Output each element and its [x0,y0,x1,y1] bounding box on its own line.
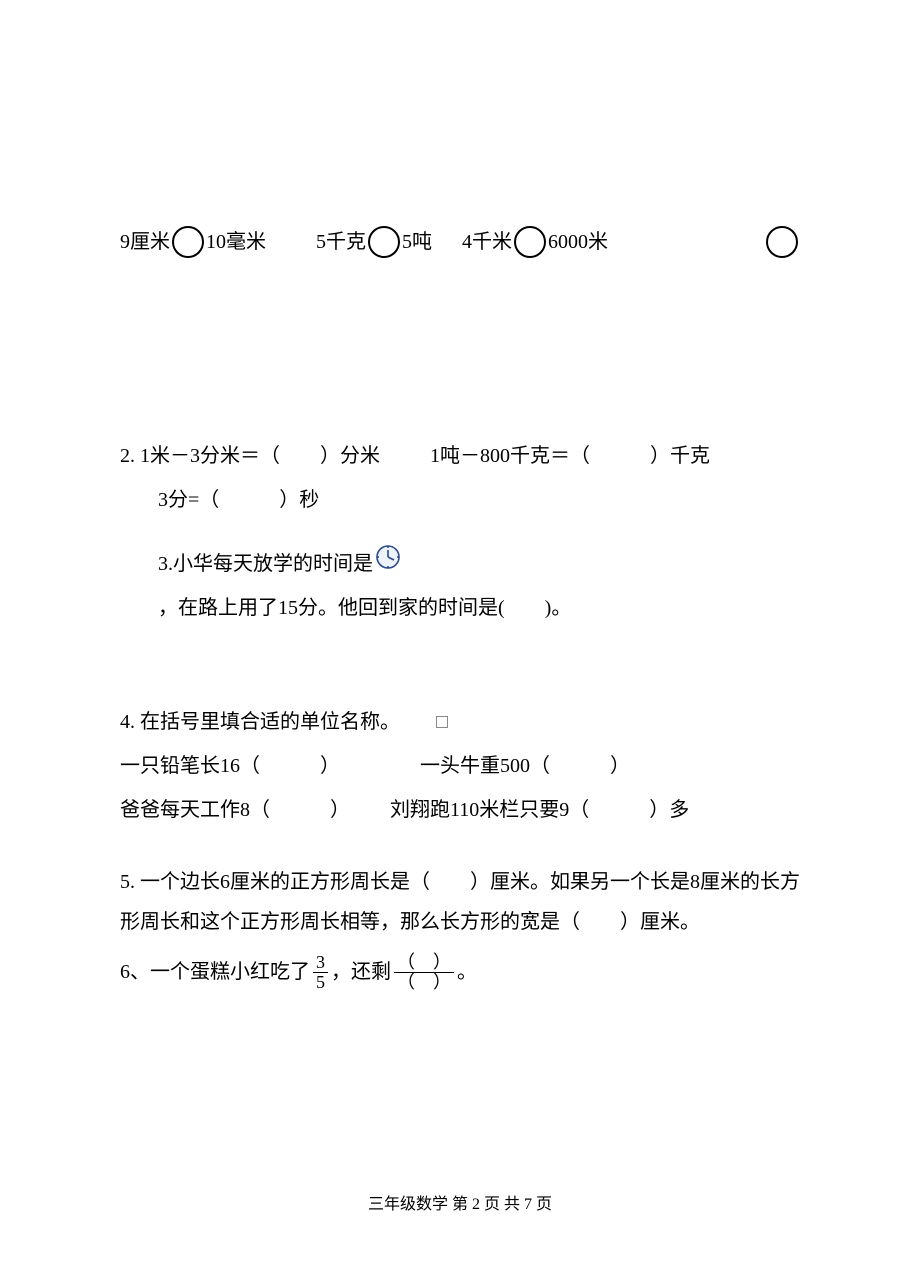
fraction-numerator: 3 [313,953,328,973]
fraction-blank: （ ） （ ） [394,953,454,992]
compare-circle-icon[interactable] [766,226,798,258]
fraction-numerator-blank[interactable]: （ ） [394,953,454,973]
q3-prefix: 3.小华每天放学的时间是 [158,542,373,586]
compare-circle-icon[interactable] [368,226,400,258]
clock-icon [375,542,401,586]
q2-block: 2. 1米－3分米＝（ ）分米 1吨－800千克＝（ ）千克 3分=（ ）秒 [120,434,800,522]
fraction-3-5: 3 5 [313,953,328,992]
content-area: 9厘米 10毫米 5千克 5吨 4千米 6000米 2. 1米－3分米＝（ ）分… [120,220,800,994]
q4-l2b: 刘翔跑110米栏只要9（ ）多 [390,788,689,832]
q1-pair2-a: 5千克 [316,220,366,264]
q2-line1-a: 2. 1米－3分米＝（ ）分米 [120,434,380,478]
q1-pair3-a: 4千米 [462,220,512,264]
q6-mid: ，还剩 [331,950,391,994]
q2-line1-b: 1吨－800千克＝（ ）千克 [430,434,710,478]
q1-pair2-b: 5吨 [402,220,432,264]
fraction-denominator-blank[interactable]: （ ） [394,973,454,992]
q4-l1b: 一头牛重500（ ） [420,744,630,788]
fraction-denominator: 5 [313,973,328,992]
compare-circle-icon[interactable] [514,226,546,258]
q1-pair1-b: 10毫米 [206,220,266,264]
q2-line2: 3分=（ ）秒 [120,478,800,522]
compare-circle-icon[interactable] [172,226,204,258]
q5-text: 5. 一个边长6厘米的正方形周长是（ ）厘米。如果另一个长是8厘米的长方形周长和… [120,862,800,942]
q6-prefix: 6、一个蛋糕小红吃了 [120,950,310,994]
q2-line2-text: 3分=（ ）秒 [158,478,319,522]
q2-line1: 2. 1米－3分米＝（ ）分米 1吨－800千克＝（ ）千克 [120,434,800,478]
q3-line: 3.小华每天放学的时间是 ，在路上用了15分。他回到家的时间是( )。 [120,542,800,630]
q4-title-row: 4. 在括号里填合适的单位名称。 [120,700,800,744]
q4-row1: 一只铅笔长16（ ） 一头牛重500（ ） [120,744,800,788]
page-footer: 三年级数学 第 2 页 共 7 页 [0,1190,920,1214]
q4-l1a: 一只铅笔长16（ ） [120,744,420,788]
q4-row2: 爸爸每天工作8（ ） 刘翔跑110米栏只要9（ ）多 [120,788,800,832]
q6-line: 6、一个蛋糕小红吃了 3 5 ，还剩 （ ） （ ） 。 [120,950,800,994]
q4-l2a: 爸爸每天工作8（ ） [120,788,390,832]
q1-compare-row: 9厘米 10毫米 5千克 5吨 4千米 6000米 [120,220,800,264]
q4-title: 4. 在括号里填合适的单位名称。 [120,700,400,744]
footer-text: 三年级数学 第 2 页 共 7 页 [368,1196,552,1213]
page: 9厘米 10毫米 5千克 5吨 4千米 6000米 2. 1米－3分米＝（ ）分… [0,0,920,1274]
q1-pair1-a: 9厘米 [120,220,170,264]
q4-block: 4. 在括号里填合适的单位名称。 一只铅笔长16（ ） 一头牛重500（ ） 爸… [120,700,800,832]
q1-pair3-b: 6000米 [548,220,608,264]
square-marker-icon [436,716,448,728]
q6-suffix: 。 [457,950,477,994]
q3-suffix: ，在路上用了15分。他回到家的时间是( )。 [158,586,571,630]
